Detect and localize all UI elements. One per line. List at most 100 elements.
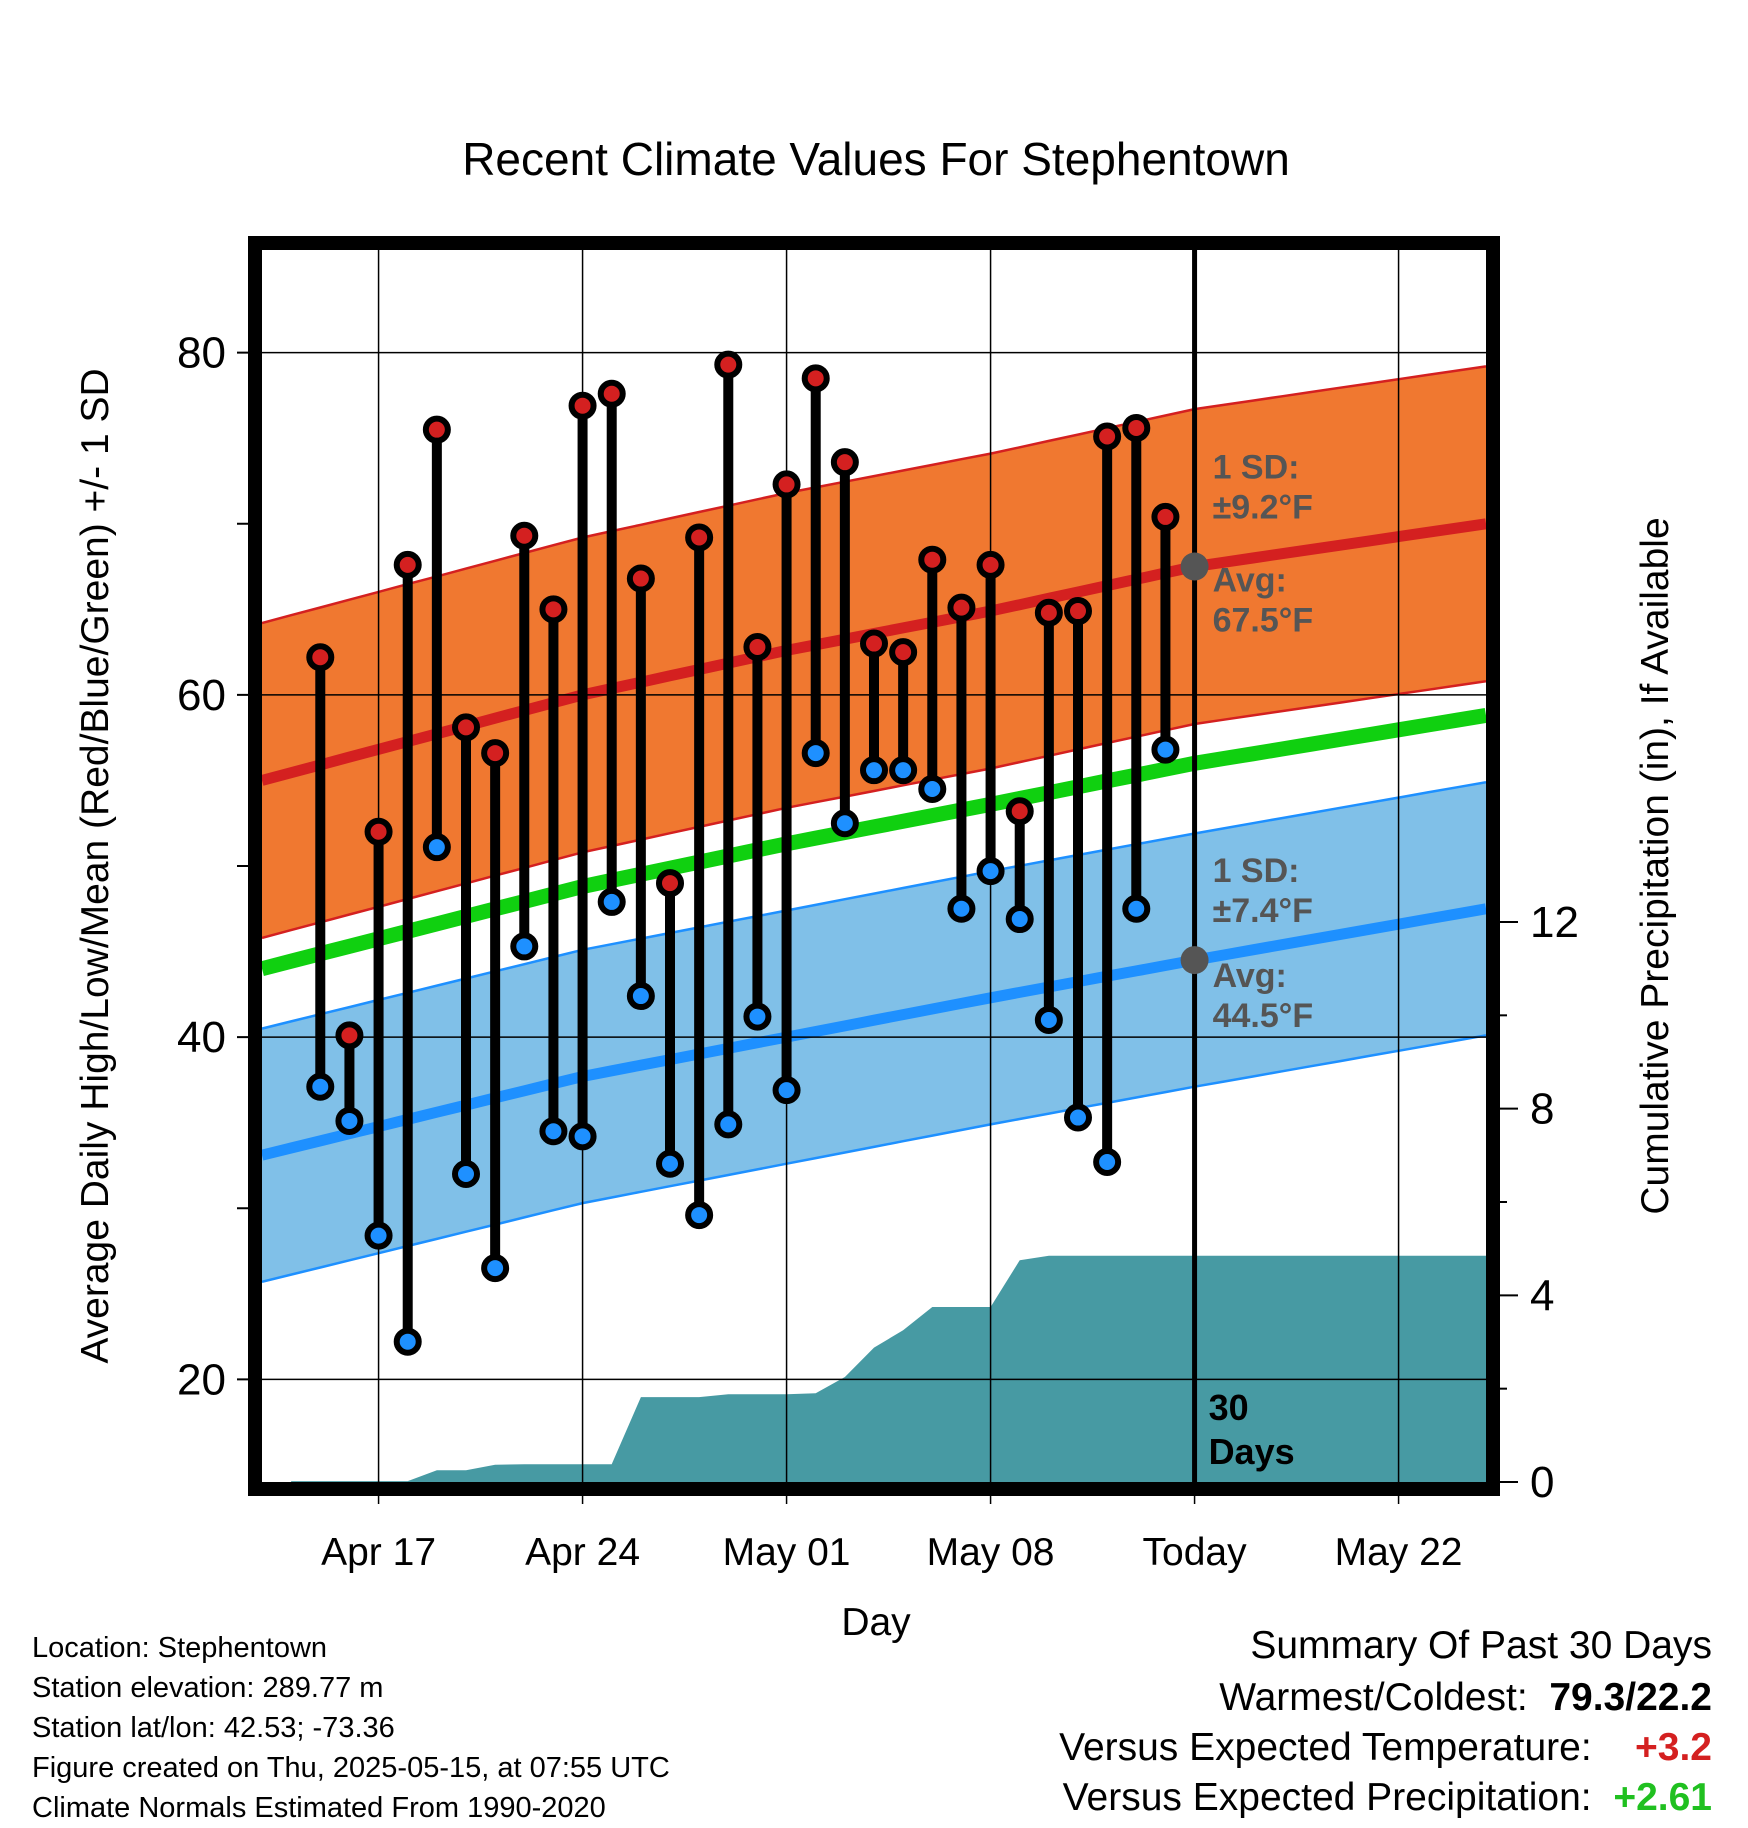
daily-high-point — [714, 350, 743, 379]
normals-text: Climate Normals Estimated From 1990-2020 — [32, 1792, 606, 1824]
low-sd-annotation: 1 SD: — [1213, 852, 1300, 890]
high-avg-annotation: Avg: — [1213, 562, 1287, 600]
daily-low-point — [539, 1117, 568, 1146]
y2-tick-label: 0 — [1530, 1458, 1554, 1507]
daily-high-point — [772, 470, 801, 499]
daily-low-point — [335, 1106, 364, 1135]
daily-high-point — [626, 564, 655, 593]
daily-high-point — [976, 550, 1005, 579]
precip-vs-expected-label: Versus Expected Precipitation: — [1062, 1776, 1592, 1819]
daily-low-point — [714, 1110, 743, 1139]
warmest-coldest-value: 79.3/22.2 — [1549, 1676, 1712, 1719]
y-axis-label: Average Daily High/Low/Mean (Red/Blue/Gr… — [74, 368, 117, 1363]
low-sd-annotation: ±7.4°F — [1213, 892, 1313, 930]
daily-low-point — [1122, 894, 1151, 923]
y-tick-label: 40 — [177, 1013, 226, 1062]
x-tick-label: May 22 — [1335, 1531, 1463, 1574]
daily-low-point — [860, 756, 888, 785]
latlon-text: Station lat/lon: 42.53; -73.36 — [32, 1712, 395, 1744]
daily-low-point — [947, 894, 976, 923]
daily-high-point — [743, 632, 772, 661]
daily-low-point — [1005, 905, 1034, 934]
y2-axis-label: Cumulative Precipitation (in), If Availa… — [1634, 517, 1677, 1214]
elevation-text: Station elevation: 289.77 m — [32, 1672, 384, 1704]
daily-high-point — [1005, 797, 1034, 826]
warmest-coldest-label: Warmest/Coldest: — [1219, 1676, 1528, 1719]
daily-low-point — [452, 1160, 480, 1188]
low-avg-annotation: Avg: — [1213, 957, 1287, 995]
daily-low-point — [1034, 1006, 1063, 1034]
chart-title: Recent Climate Values For Stephentown — [462, 133, 1290, 185]
precipitation-area — [291, 1255, 1486, 1482]
today-days-label: Days — [1209, 1431, 1295, 1472]
daily-low-point — [772, 1076, 801, 1105]
created-text: Figure created on Thu, 2025-05-15, at 07… — [32, 1752, 670, 1784]
daily-low-point — [976, 857, 1005, 886]
daily-low-point — [918, 775, 947, 803]
high-avg-annotation: 67.5°F — [1213, 602, 1314, 640]
daily-high-point — [481, 739, 510, 768]
daily-low-point — [422, 833, 451, 862]
daily-low-point — [1151, 735, 1180, 764]
x-tick-label: Apr 17 — [321, 1531, 436, 1574]
daily-high-point — [860, 629, 888, 658]
daily-low-point — [889, 756, 918, 785]
daily-high-point — [889, 638, 918, 667]
daily-low-point — [830, 809, 859, 838]
daily-high-point — [1064, 597, 1092, 626]
y-tick-label: 20 — [177, 1355, 226, 1404]
y-tick-label: 80 — [177, 329, 226, 378]
daily-high-point — [1122, 413, 1151, 442]
daily-high-point — [1151, 502, 1180, 531]
x-tick-label: Today — [1143, 1531, 1248, 1574]
summary-temperature: Versus Expected Temperature: +3.2 — [1059, 1726, 1712, 1770]
daily-low-point — [685, 1201, 714, 1230]
daily-low-point — [801, 739, 830, 768]
x-tick-label: May 01 — [723, 1531, 851, 1574]
daily-high-point — [830, 448, 859, 477]
daily-low-point — [656, 1149, 684, 1178]
daily-low-point — [568, 1122, 597, 1151]
y-tick-label: 60 — [177, 671, 226, 720]
today-days-label: 30 — [1209, 1387, 1249, 1428]
daily-high-point — [597, 379, 626, 408]
high-sd-annotation: 1 SD: — [1213, 449, 1300, 487]
y2-tick-label: 4 — [1530, 1271, 1554, 1320]
location-text: Location: Stephentown — [32, 1632, 328, 1664]
x-tick-label: Apr 24 — [525, 1531, 640, 1574]
daily-high-point — [364, 817, 393, 846]
daily-low-point — [626, 982, 655, 1011]
x-tick-label: May 08 — [927, 1531, 1055, 1574]
daily-high-point — [801, 364, 830, 393]
summary-precipitation: Versus Expected Precipitation: +2.61 — [1063, 1776, 1712, 1820]
daily-low-point — [481, 1254, 510, 1283]
daily-low-point — [510, 932, 539, 961]
normal-low-band-lower-edge — [262, 1034, 1486, 1284]
summary-title: Summary Of Past 30 Days — [1250, 1624, 1712, 1667]
daily-low-point — [306, 1072, 335, 1101]
daily-high-point — [568, 391, 597, 420]
y2-tick-label: 8 — [1530, 1085, 1554, 1134]
daily-high-point — [335, 1021, 364, 1050]
daily-high-point — [918, 545, 947, 574]
daily-low-point — [1064, 1103, 1092, 1132]
daily-high-point — [539, 595, 568, 624]
daily-low-point — [393, 1327, 422, 1356]
y2-tick-label: 12 — [1530, 898, 1579, 947]
high-sd-annotation: ±9.2°F — [1213, 489, 1313, 527]
daily-high-point — [656, 869, 684, 898]
low-avg-annotation: 44.5°F — [1213, 997, 1314, 1035]
daily-high-point — [947, 593, 976, 622]
daily-high-point — [452, 713, 480, 742]
daily-low-point — [743, 1002, 772, 1031]
daily-high-point — [1093, 422, 1122, 451]
normal-high-band-upper-edge — [262, 365, 1486, 625]
daily-high-point — [510, 521, 539, 550]
x-axis-label: Day — [841, 1601, 911, 1644]
normal-low-band — [262, 782, 1486, 1282]
daily-high-point — [422, 415, 451, 444]
daily-high-point — [393, 550, 422, 579]
